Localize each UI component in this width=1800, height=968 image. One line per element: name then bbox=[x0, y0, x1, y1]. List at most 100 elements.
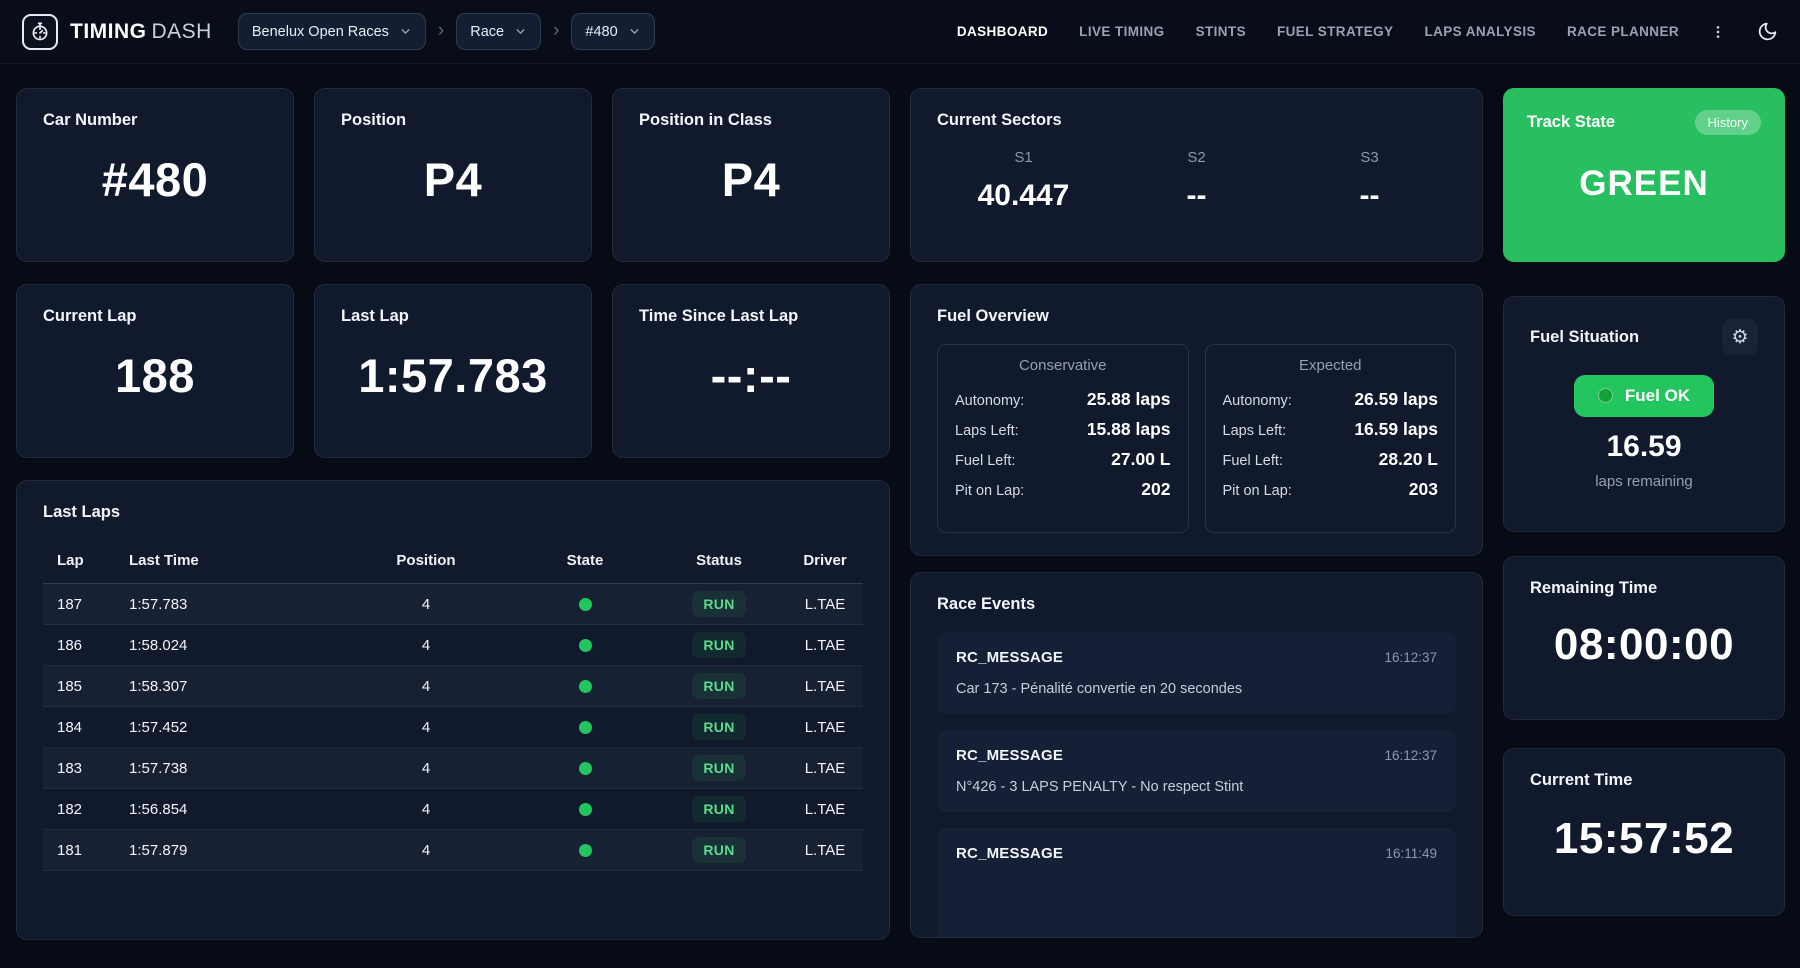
track-state-value: GREEN bbox=[1579, 163, 1709, 203]
table-row[interactable]: 186 1:58.024 4 RUN L.TAE bbox=[43, 625, 863, 666]
race-events-title: Race Events bbox=[937, 595, 1036, 613]
driver-cell: L.TAE bbox=[804, 718, 846, 736]
fuel-value: 28.20 L bbox=[1378, 448, 1438, 469]
event-select[interactable]: Benelux Open Races bbox=[237, 13, 426, 50]
sector-value: 40.447 bbox=[977, 178, 1070, 212]
nav-link-fuel-strategy[interactable]: FUEL STRATEGY bbox=[1276, 24, 1394, 39]
lap-cell: 183 bbox=[57, 759, 83, 777]
status-badge: RUN bbox=[692, 673, 746, 699]
stopwatch-logo-icon bbox=[22, 13, 58, 50]
driver-cell: L.TAE bbox=[804, 841, 846, 859]
status-badge: RUN bbox=[692, 837, 746, 863]
state-cell bbox=[519, 801, 651, 818]
run-state-dot bbox=[578, 639, 592, 653]
time-cell: 1:57.783 bbox=[129, 595, 188, 613]
kebab-menu-icon[interactable] bbox=[1710, 23, 1726, 41]
gear-icon[interactable]: ⚙ bbox=[1722, 319, 1758, 355]
sectors-title: Current Sectors bbox=[937, 111, 1062, 129]
last-laps-title: Last Laps bbox=[43, 503, 121, 521]
sector-s3: S3 -- bbox=[1283, 149, 1456, 221]
column-header-driver: Driver bbox=[803, 552, 847, 569]
time-cell: 1:58.307 bbox=[129, 677, 188, 695]
nav-link-dashboard[interactable]: DASHBOARD bbox=[956, 24, 1049, 39]
fuel-value: 25.88 laps bbox=[1086, 388, 1171, 409]
brand-title: TIMING DASH bbox=[70, 19, 212, 43]
stat-row-2: Current Lap 188 Last Lap 1:57.783 Time S… bbox=[16, 284, 890, 458]
event-select-label: Benelux Open Races bbox=[251, 23, 389, 40]
last-lap-value: 1:57.783 bbox=[358, 349, 548, 402]
table-row[interactable]: 182 1:56.854 4 RUN L.TAE bbox=[43, 789, 863, 830]
car-select-label: #480 bbox=[585, 23, 618, 40]
position-cell: 4 bbox=[421, 677, 431, 695]
run-state-dot bbox=[578, 844, 592, 858]
nav-link-live-timing[interactable]: LIVE TIMING bbox=[1079, 24, 1165, 39]
lap-cell: 182 bbox=[57, 800, 83, 818]
dashboard-content: Car Number #480 Position P4 Position in … bbox=[0, 64, 1800, 968]
card-title: Last Lap bbox=[341, 307, 409, 325]
nav-link-laps-analysis[interactable]: LAPS ANALYSIS bbox=[1424, 24, 1536, 39]
card-title: Car Number bbox=[43, 111, 138, 129]
driver-cell: L.TAE bbox=[804, 595, 846, 613]
card-last-laps: Last Laps Lap Last Time Position State S… bbox=[16, 480, 890, 940]
driver-cell: L.TAE bbox=[804, 759, 846, 777]
position-cell: 4 bbox=[421, 759, 431, 777]
fuel-row: Laps Left: 15.88 laps bbox=[955, 414, 1171, 444]
session-select[interactable]: Race bbox=[456, 13, 542, 50]
driver-cell: L.TAE bbox=[804, 636, 846, 654]
event-timestamp: 16:12:37 bbox=[1384, 748, 1437, 763]
table-row[interactable]: 183 1:57.738 4 RUN L.TAE bbox=[43, 748, 863, 789]
fuel-label: Laps Left: bbox=[1222, 422, 1287, 439]
fuel-row: Fuel Left: 27.00 L bbox=[955, 444, 1171, 474]
table-row[interactable]: 184 1:57.452 4 RUN L.TAE bbox=[43, 707, 863, 748]
nav-link-stints[interactable]: STINTS bbox=[1195, 24, 1246, 39]
history-button[interactable]: History bbox=[1694, 110, 1761, 135]
card-race-events: Race Events RC_MESSAGE 16:12:37 Car 173 … bbox=[910, 572, 1483, 938]
sectors-grid: S1 40.447 S2 -- S3 -- bbox=[937, 130, 1456, 239]
card-current-sectors: Current Sectors S1 40.447 S2 -- S3 -- bbox=[910, 88, 1483, 262]
column-header-position: Position bbox=[396, 552, 456, 569]
column-header-last-time: Last Time bbox=[129, 552, 199, 569]
fuel-value: 16.59 laps bbox=[1354, 418, 1438, 439]
status-badge: RUN bbox=[692, 755, 746, 781]
fuel-label: Autonomy: bbox=[955, 392, 1025, 409]
sector-label: S2 bbox=[1187, 148, 1206, 166]
state-cell bbox=[519, 760, 651, 777]
status-cell: RUN bbox=[651, 714, 787, 740]
nav-link-race-planner[interactable]: RACE PLANNER bbox=[1566, 24, 1679, 39]
sector-value: -- bbox=[1186, 178, 1207, 212]
column-header-state: State bbox=[566, 552, 604, 569]
sector-value: -- bbox=[1359, 178, 1380, 212]
fuel-situation-title: Fuel Situation bbox=[1530, 327, 1640, 346]
dark-mode-moon-icon[interactable] bbox=[1757, 21, 1778, 42]
race-event-item[interactable]: RC_MESSAGE 16:12:37 N°426 - 3 LAPS PENAL… bbox=[937, 730, 1456, 812]
position-cell: 4 bbox=[421, 636, 431, 654]
car-select[interactable]: #480 bbox=[571, 13, 655, 50]
session-select-label: Race bbox=[470, 23, 505, 40]
card-current-lap: Current Lap 188 bbox=[16, 284, 294, 458]
time-cell: 1:56.854 bbox=[129, 800, 188, 818]
fuel-label: Pit on Lap: bbox=[1222, 482, 1292, 499]
time-cell: 1:57.452 bbox=[129, 718, 188, 736]
race-event-item[interactable]: RC_MESSAGE 16:11:49 bbox=[937, 828, 1456, 937]
driver-cell: L.TAE bbox=[804, 800, 846, 818]
lap-cell: 186 bbox=[57, 636, 83, 654]
fuel-panel-conservative: Conservative Autonomy: 25.88 laps Laps Le… bbox=[937, 344, 1189, 533]
run-state-dot bbox=[578, 598, 592, 612]
event-type: RC_MESSAGE bbox=[956, 845, 1064, 862]
status-cell: RUN bbox=[651, 673, 787, 699]
fuel-ok-dot-icon bbox=[1597, 388, 1613, 403]
breadcrumb-separator: › bbox=[437, 19, 445, 41]
table-row[interactable]: 185 1:58.307 4 RUN L.TAE bbox=[43, 666, 863, 707]
table-row[interactable]: 181 1:57.879 4 RUN L.TAE bbox=[43, 830, 863, 871]
left-column: Car Number #480 Position P4 Position in … bbox=[16, 88, 890, 940]
race-event-item[interactable]: RC_MESSAGE 16:12:37 Car 173 - Pénalité c… bbox=[937, 632, 1456, 714]
right-column: Track State History GREEN Fuel Situation… bbox=[1503, 88, 1785, 916]
run-state-dot bbox=[578, 721, 592, 735]
event-message: N°426 - 3 LAPS PENALTY - No respect Stin… bbox=[956, 779, 1244, 795]
table-row[interactable]: 187 1:57.783 4 RUN L.TAE bbox=[43, 584, 863, 625]
status-cell: RUN bbox=[651, 755, 787, 781]
fuel-panels: Conservative Autonomy: 25.88 laps Laps Le… bbox=[937, 344, 1456, 533]
lap-cell: 185 bbox=[57, 677, 83, 695]
lap-cell: 181 bbox=[57, 841, 83, 859]
status-badge: RUN bbox=[692, 591, 746, 617]
